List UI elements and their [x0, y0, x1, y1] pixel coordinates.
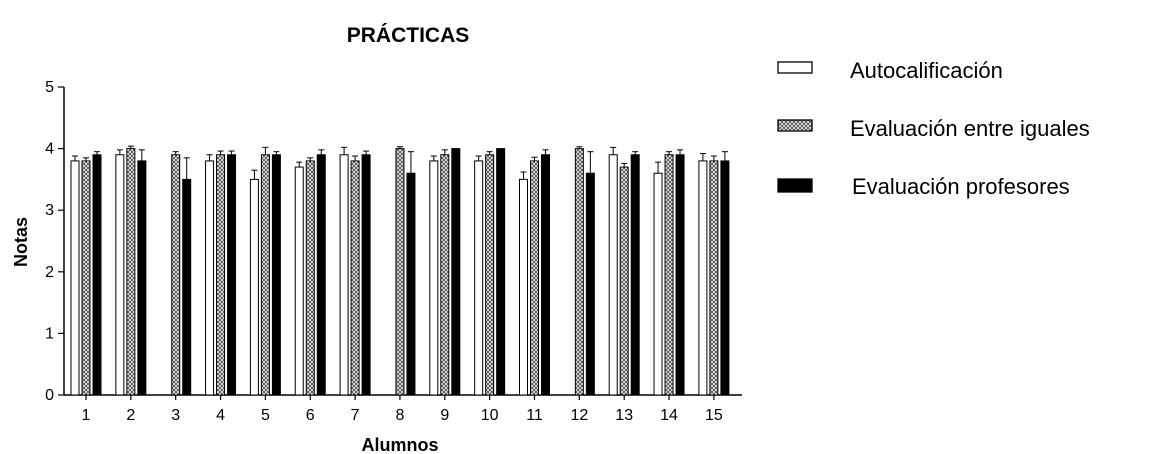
bar: [361, 154, 371, 396]
bar: [205, 160, 215, 396]
bar: [249, 178, 259, 396]
bar: [474, 160, 484, 396]
bar: [227, 154, 237, 396]
bar: [530, 160, 539, 396]
y-tick-label: 4: [45, 141, 54, 158]
bar: [92, 154, 102, 396]
bar: [316, 154, 326, 396]
bar: [653, 172, 663, 396]
bar: [81, 160, 91, 396]
bar: [182, 178, 192, 396]
bar: [541, 154, 550, 396]
x-tick-label: 2: [126, 407, 135, 424]
bar: [70, 160, 80, 396]
bar: [451, 148, 461, 396]
y-tick-label: 3: [45, 202, 54, 219]
legend-item-evaluacion-entre-iguales: Evaluación entre iguales: [777, 116, 1090, 141]
solid-bar-icon: [777, 178, 813, 193]
bar: [395, 148, 405, 396]
x-tick-label: 9: [440, 407, 449, 424]
x-tick-label: 15: [705, 407, 723, 424]
bar: [709, 160, 719, 396]
bar: [496, 148, 506, 396]
chart-title: PRÁCTICAS: [347, 24, 470, 47]
bar: [608, 154, 618, 396]
bar: [720, 160, 730, 396]
bar: [271, 154, 281, 396]
bar: [115, 154, 125, 396]
legend-label: Evaluación profesores: [852, 174, 1070, 199]
bar: [664, 154, 674, 396]
y-tick-label: 0: [45, 387, 54, 404]
bar: [339, 154, 349, 396]
x-tick-label: 4: [216, 407, 225, 424]
bar: [574, 148, 584, 396]
bar: [585, 172, 595, 396]
x-axis: 1 2 3 4 5 6 7 8 9 10 11 12 13 14 15: [64, 394, 742, 424]
bar: [137, 160, 147, 396]
legend: Autocalificación Evaluación entre iguale…: [777, 58, 1090, 199]
y-tick-label: 5: [45, 79, 54, 96]
bar: [305, 160, 315, 396]
bars: [70, 145, 730, 396]
legend-item-evaluacion-profesores: Evaluación profesores: [777, 174, 1070, 199]
legend-label: Evaluación entre iguales: [850, 116, 1090, 141]
x-tick-label: 7: [351, 407, 360, 424]
x-tick-label: 6: [306, 407, 315, 424]
bar: [485, 154, 495, 396]
x-tick-label: 10: [481, 407, 499, 424]
bar: [619, 166, 629, 396]
bar: [171, 154, 181, 396]
bar: [630, 154, 640, 396]
legend-item-autocalificacion: Autocalificación: [777, 58, 1003, 83]
y-tick-label: 2: [45, 264, 54, 281]
x-tick-label: 14: [660, 407, 678, 424]
bar: [216, 154, 226, 396]
bar: [675, 154, 685, 396]
x-tick-label: 8: [395, 407, 404, 424]
open-bar-icon: [777, 61, 813, 74]
bar: [126, 148, 136, 396]
y-tick-label: 1: [45, 325, 54, 342]
x-tick-label: 13: [615, 407, 633, 424]
legend-label: Autocalificación: [850, 58, 1003, 83]
bar: [406, 172, 416, 396]
bar: [440, 154, 450, 396]
y-axis: 0 1 2 3 4 5: [45, 79, 65, 404]
y-axis-title: Notas: [11, 217, 31, 267]
bar: [698, 160, 708, 396]
bar: [519, 178, 528, 396]
bar: [350, 160, 360, 396]
x-tick-label: 1: [82, 407, 91, 424]
bar: [429, 160, 439, 396]
bar: [260, 154, 270, 396]
x-axis-title: Alumnos: [361, 435, 438, 454]
x-tick-label: 12: [570, 407, 588, 424]
x-tick-label: 3: [171, 407, 180, 424]
x-tick-label: 11: [526, 407, 543, 424]
crosshatch-bar-icon: [777, 119, 813, 132]
bar: [294, 166, 304, 396]
x-tick-label: 5: [261, 407, 270, 424]
